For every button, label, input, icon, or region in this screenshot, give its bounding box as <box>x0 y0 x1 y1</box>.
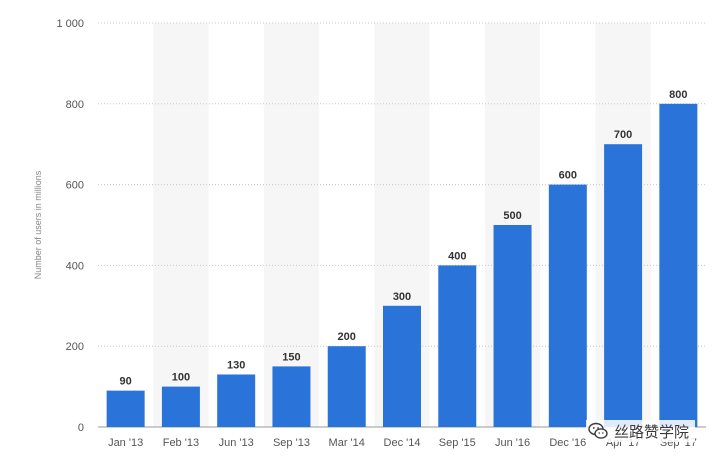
bar <box>604 144 643 427</box>
x-tick-label: Feb '13 <box>163 437 199 449</box>
x-tick-label: Sep '13 <box>273 437 310 449</box>
x-tick-label: Sep '15 <box>439 437 476 449</box>
bar <box>548 184 587 427</box>
data-label: 800 <box>669 89 687 101</box>
data-label: 200 <box>338 331 356 343</box>
x-tick-label: Dec '16 <box>549 437 586 449</box>
x-tick-label: Jan '13 <box>108 437 143 449</box>
data-label: 150 <box>282 351 300 363</box>
y-tick-label: 600 <box>66 180 84 192</box>
wechat-icon <box>588 422 608 439</box>
watermark: 丝路赞学院 <box>586 420 696 442</box>
background-band <box>263 23 320 427</box>
y-axis-ticks: 0 200 400 600 800 1 000 <box>56 18 84 434</box>
data-label: 500 <box>503 210 521 222</box>
data-label: 600 <box>559 170 577 182</box>
y-tick-label: 200 <box>66 341 84 353</box>
bar <box>217 374 256 427</box>
bar <box>659 103 698 428</box>
data-labels: 90 100 130 150 200 300 400 500 600 700 800 <box>120 89 688 388</box>
x-tick-label: Jun '13 <box>219 437 254 449</box>
bar <box>327 346 366 427</box>
background-band <box>153 23 209 427</box>
bar <box>161 386 200 427</box>
bars <box>106 103 698 428</box>
y-tick-label: 0 <box>78 422 84 434</box>
x-tick-label: Dec '14 <box>384 437 421 449</box>
y-axis-title: Number of users in millions <box>33 170 43 279</box>
y-tick-label: 800 <box>66 99 84 111</box>
bar <box>106 390 145 427</box>
data-label: 400 <box>448 250 466 262</box>
y-tick-label: 1 000 <box>56 18 84 30</box>
data-label: 100 <box>172 372 190 384</box>
bar <box>438 265 477 427</box>
bar <box>272 366 311 427</box>
bar <box>383 305 421 427</box>
data-label: 700 <box>614 129 632 141</box>
y-tick-label: 400 <box>66 260 84 272</box>
bar <box>493 225 532 427</box>
x-tick-label: Jun '16 <box>495 437 530 449</box>
data-label: 130 <box>227 359 245 371</box>
x-tick-label: Mar '14 <box>329 437 365 449</box>
watermark-text: 丝路赞学院 <box>614 423 690 441</box>
data-label: 300 <box>393 291 411 303</box>
data-label: 90 <box>120 376 132 388</box>
